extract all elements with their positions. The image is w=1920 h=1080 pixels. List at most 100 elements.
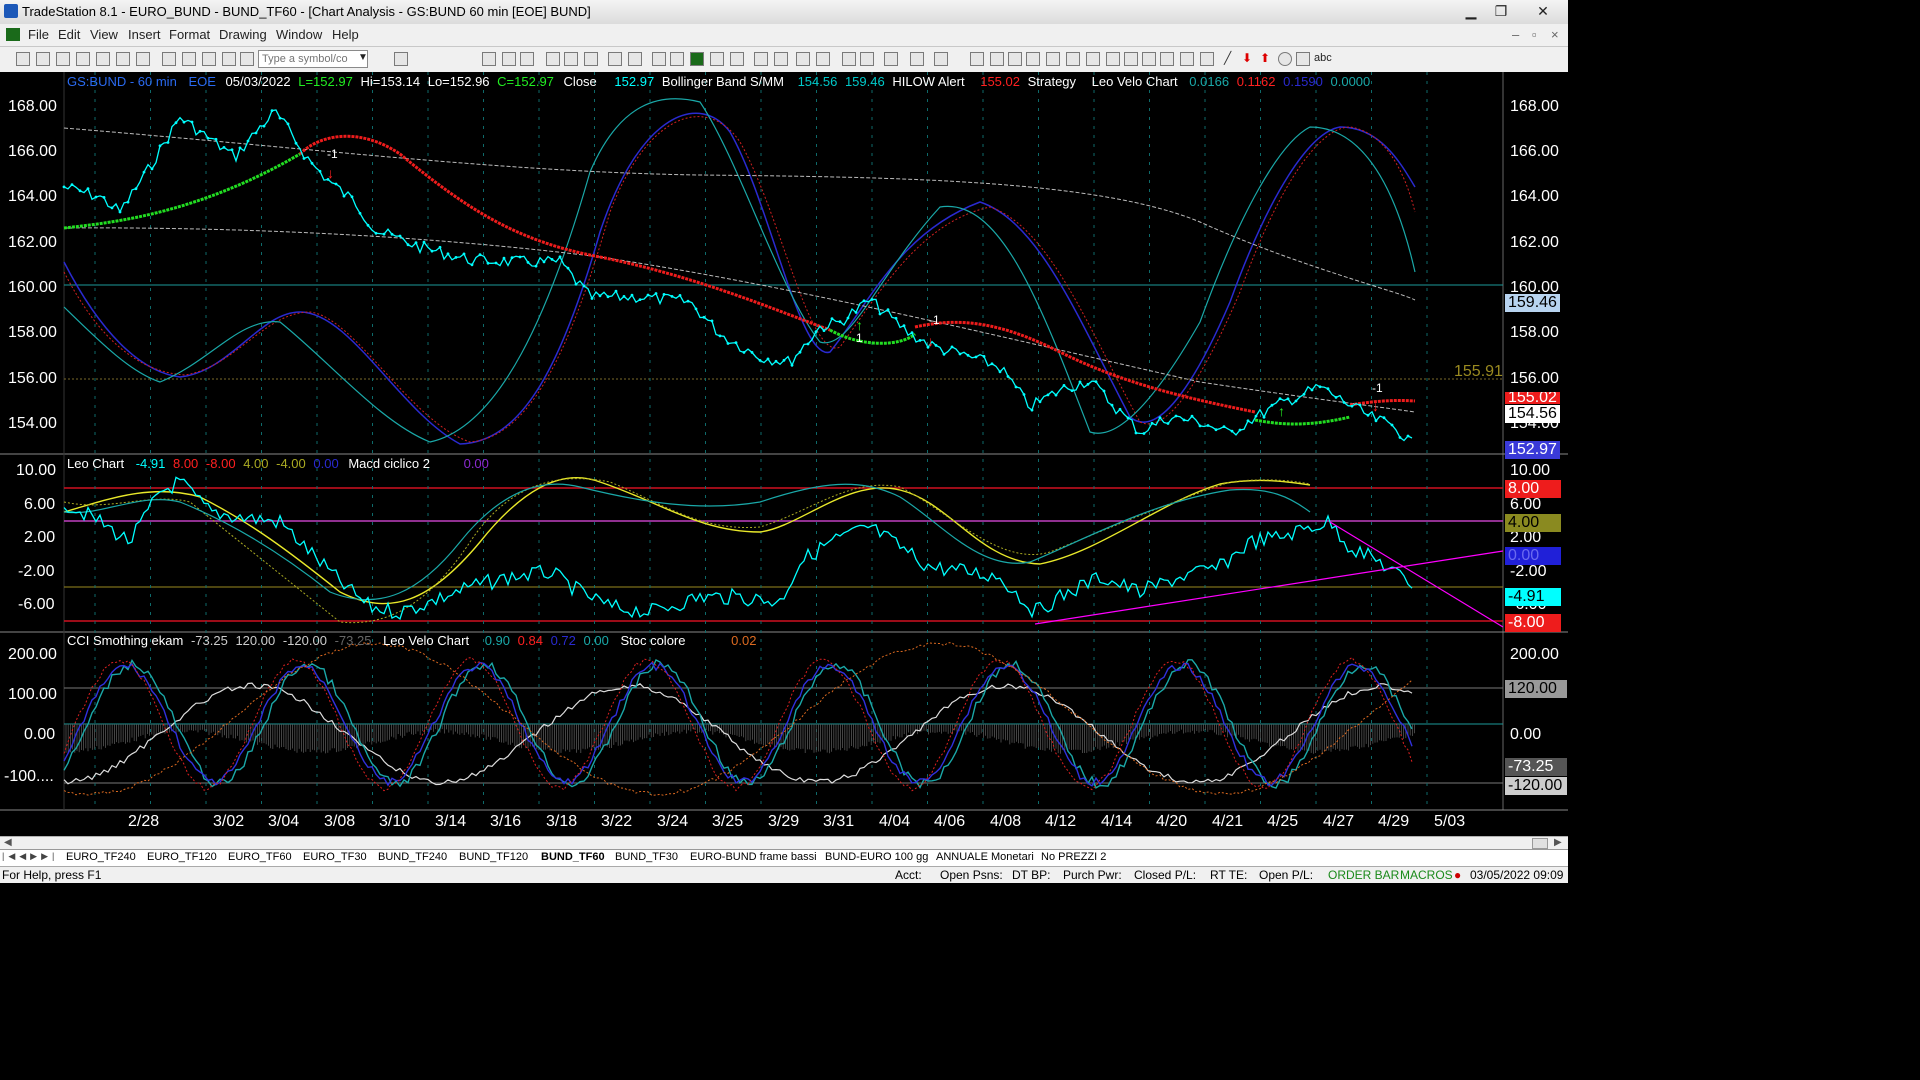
tab-bund-tf30[interactable]: BUND_TF30 [615, 851, 678, 863]
pen-icon[interactable] [1200, 52, 1214, 66]
text-icon[interactable] [910, 52, 924, 66]
scale-icon[interactable] [652, 52, 666, 66]
link-icon[interactable] [628, 52, 642, 66]
lines-icon[interactable] [1008, 52, 1022, 66]
zoom-out-icon[interactable] [816, 52, 830, 66]
paste-icon[interactable] [182, 52, 196, 66]
pointer-icon[interactable] [842, 52, 856, 66]
print-icon[interactable] [116, 52, 130, 66]
zoom-in-icon[interactable] [796, 52, 810, 66]
tab-bund-tf60[interactable]: BUND_TF60 [541, 851, 605, 863]
chart-icon[interactable] [96, 52, 110, 66]
fan-icon[interactable] [1142, 52, 1156, 66]
bar-type-icon[interactable] [546, 52, 560, 66]
columns-icon[interactable] [730, 52, 744, 66]
tab-nav-icons[interactable]: |◀◀▶▶| [2, 851, 59, 861]
curve-icon[interactable]: ╱ [1224, 51, 1232, 65]
child-close-icon[interactable]: × [1551, 27, 1559, 42]
left-axis-label: 2.00 [24, 529, 56, 546]
tab-euro-tf120[interactable]: EURO_TF120 [147, 851, 217, 863]
crosshair-icon[interactable] [860, 52, 874, 66]
andrews-icon[interactable] [1066, 52, 1080, 66]
chart-canvas[interactable]: -1 ↓ ↑ 1 -1 ↓ ↑ -1 ↓ [0, 72, 1568, 836]
tab-no-prezzi-2[interactable]: No PREZZI 2 [1041, 851, 1107, 863]
text-label-icon[interactable]: abc [1314, 52, 1332, 64]
close-icon[interactable]: ✕ [1537, 3, 1549, 19]
menu-file[interactable]: File [28, 27, 49, 42]
new-icon[interactable] [16, 52, 30, 66]
menu-window[interactable]: Window [276, 27, 323, 42]
legend-bb-value: 159.46 [844, 74, 885, 89]
menu-insert[interactable]: Insert [128, 27, 161, 42]
save-icon[interactable] [56, 52, 70, 66]
format-icon[interactable] [608, 52, 622, 66]
zoom-x-icon[interactable] [754, 52, 768, 66]
chevron-down-icon[interactable]: ▼ [358, 52, 368, 63]
data-window-icon[interactable] [520, 52, 534, 66]
cci-velo-label: Leo Velo Chart [383, 633, 470, 648]
tab-bund-tf120[interactable]: BUND_TF120 [459, 851, 529, 863]
tab-euro-tf60[interactable]: EURO_TF60 [228, 851, 292, 863]
copy-icon[interactable] [162, 52, 176, 66]
menu-format[interactable]: Format [169, 27, 211, 42]
arc-icon[interactable] [1160, 52, 1174, 66]
symbol-lookup-icon[interactable] [394, 52, 408, 66]
ellipse-icon[interactable] [1278, 52, 1292, 66]
rectangle-icon[interactable] [1296, 52, 1310, 66]
gann-icon[interactable] [1086, 52, 1100, 66]
workspace-icon[interactable] [76, 52, 90, 66]
price-dot [878, 312, 882, 316]
tab-bund-tf240[interactable]: BUND_TF240 [378, 851, 448, 863]
tab-euro-tf30[interactable]: EURO_TF30 [303, 851, 367, 863]
child-restore-icon[interactable]: ▫ [1532, 27, 1537, 42]
maximize-icon[interactable]: ❐ [1494, 3, 1508, 19]
bars-icon[interactable] [710, 52, 724, 66]
macro-icon[interactable] [690, 52, 704, 66]
trendline-icon[interactable] [970, 52, 984, 66]
pencil-icon[interactable] [884, 52, 898, 66]
chart-area[interactable]: -1 ↓ ↑ 1 -1 ↓ ↑ -1 ↓ GS:BU [0, 72, 1568, 836]
left-axis-label: 0.00 [24, 726, 56, 743]
strategy-icon[interactable] [222, 52, 236, 66]
menu-drawing[interactable]: Drawing [219, 27, 267, 42]
insert-indicator-icon[interactable] [482, 52, 496, 66]
arrow-down-icon[interactable]: ⬇ [1242, 51, 1253, 65]
spiral-icon[interactable] [1180, 52, 1194, 66]
macros-button[interactable]: MACROS [1400, 868, 1453, 882]
speed-icon[interactable] [1106, 52, 1120, 66]
eraser-icon[interactable] [934, 52, 948, 66]
open-icon[interactable] [36, 52, 50, 66]
scroll-left-icon[interactable]: ◀ [4, 837, 12, 848]
horizontal-scrollbar[interactable]: ◀ ▶ [0, 836, 1568, 849]
menu-help[interactable]: Help [332, 27, 359, 42]
price-dot [806, 342, 810, 346]
scroll-right-icon[interactable]: ▶ [1554, 837, 1562, 848]
tab-euro-tf240[interactable]: EURO_TF240 [66, 851, 136, 863]
insert-study-icon[interactable] [502, 52, 516, 66]
order-bar-button[interactable]: ORDER BAR [1328, 868, 1400, 882]
fib-icon[interactable] [1026, 52, 1040, 66]
arrow-up-icon[interactable]: ⬆ [1260, 51, 1271, 65]
menu-view[interactable]: View [90, 27, 118, 42]
menu-edit[interactable]: Edit [58, 27, 81, 42]
zoom-y-icon[interactable] [774, 52, 788, 66]
space-icon[interactable] [670, 52, 684, 66]
tab-euro-bund-frame-bassi[interactable]: EURO-BUND frame bassi [690, 851, 817, 863]
price-dot [1102, 389, 1106, 393]
print-preview-icon[interactable] [136, 52, 150, 66]
regression-icon[interactable] [1124, 52, 1138, 66]
channel-icon[interactable] [1046, 52, 1060, 66]
horizontal-line-icon[interactable] [990, 52, 1004, 66]
symbol-input[interactable] [258, 50, 368, 68]
price-tag-bb-lower: 154.56 [1505, 405, 1560, 423]
candle-icon[interactable] [564, 52, 578, 66]
globe-icon[interactable] [240, 52, 254, 66]
tab-annuale-monetari[interactable]: ANNUALE Monetari [936, 851, 1034, 863]
lock-icon[interactable] [202, 52, 216, 66]
tab-bund-euro-100-gg[interactable]: BUND-EURO 100 gg [825, 851, 929, 863]
refresh-icon[interactable] [584, 52, 598, 66]
minimize-icon[interactable]: ▁ [1465, 3, 1477, 19]
scroll-thumb[interactable] [1532, 838, 1548, 849]
child-minimize-icon[interactable]: – [1512, 27, 1520, 42]
left-axis-label: 168.00 [8, 98, 57, 115]
